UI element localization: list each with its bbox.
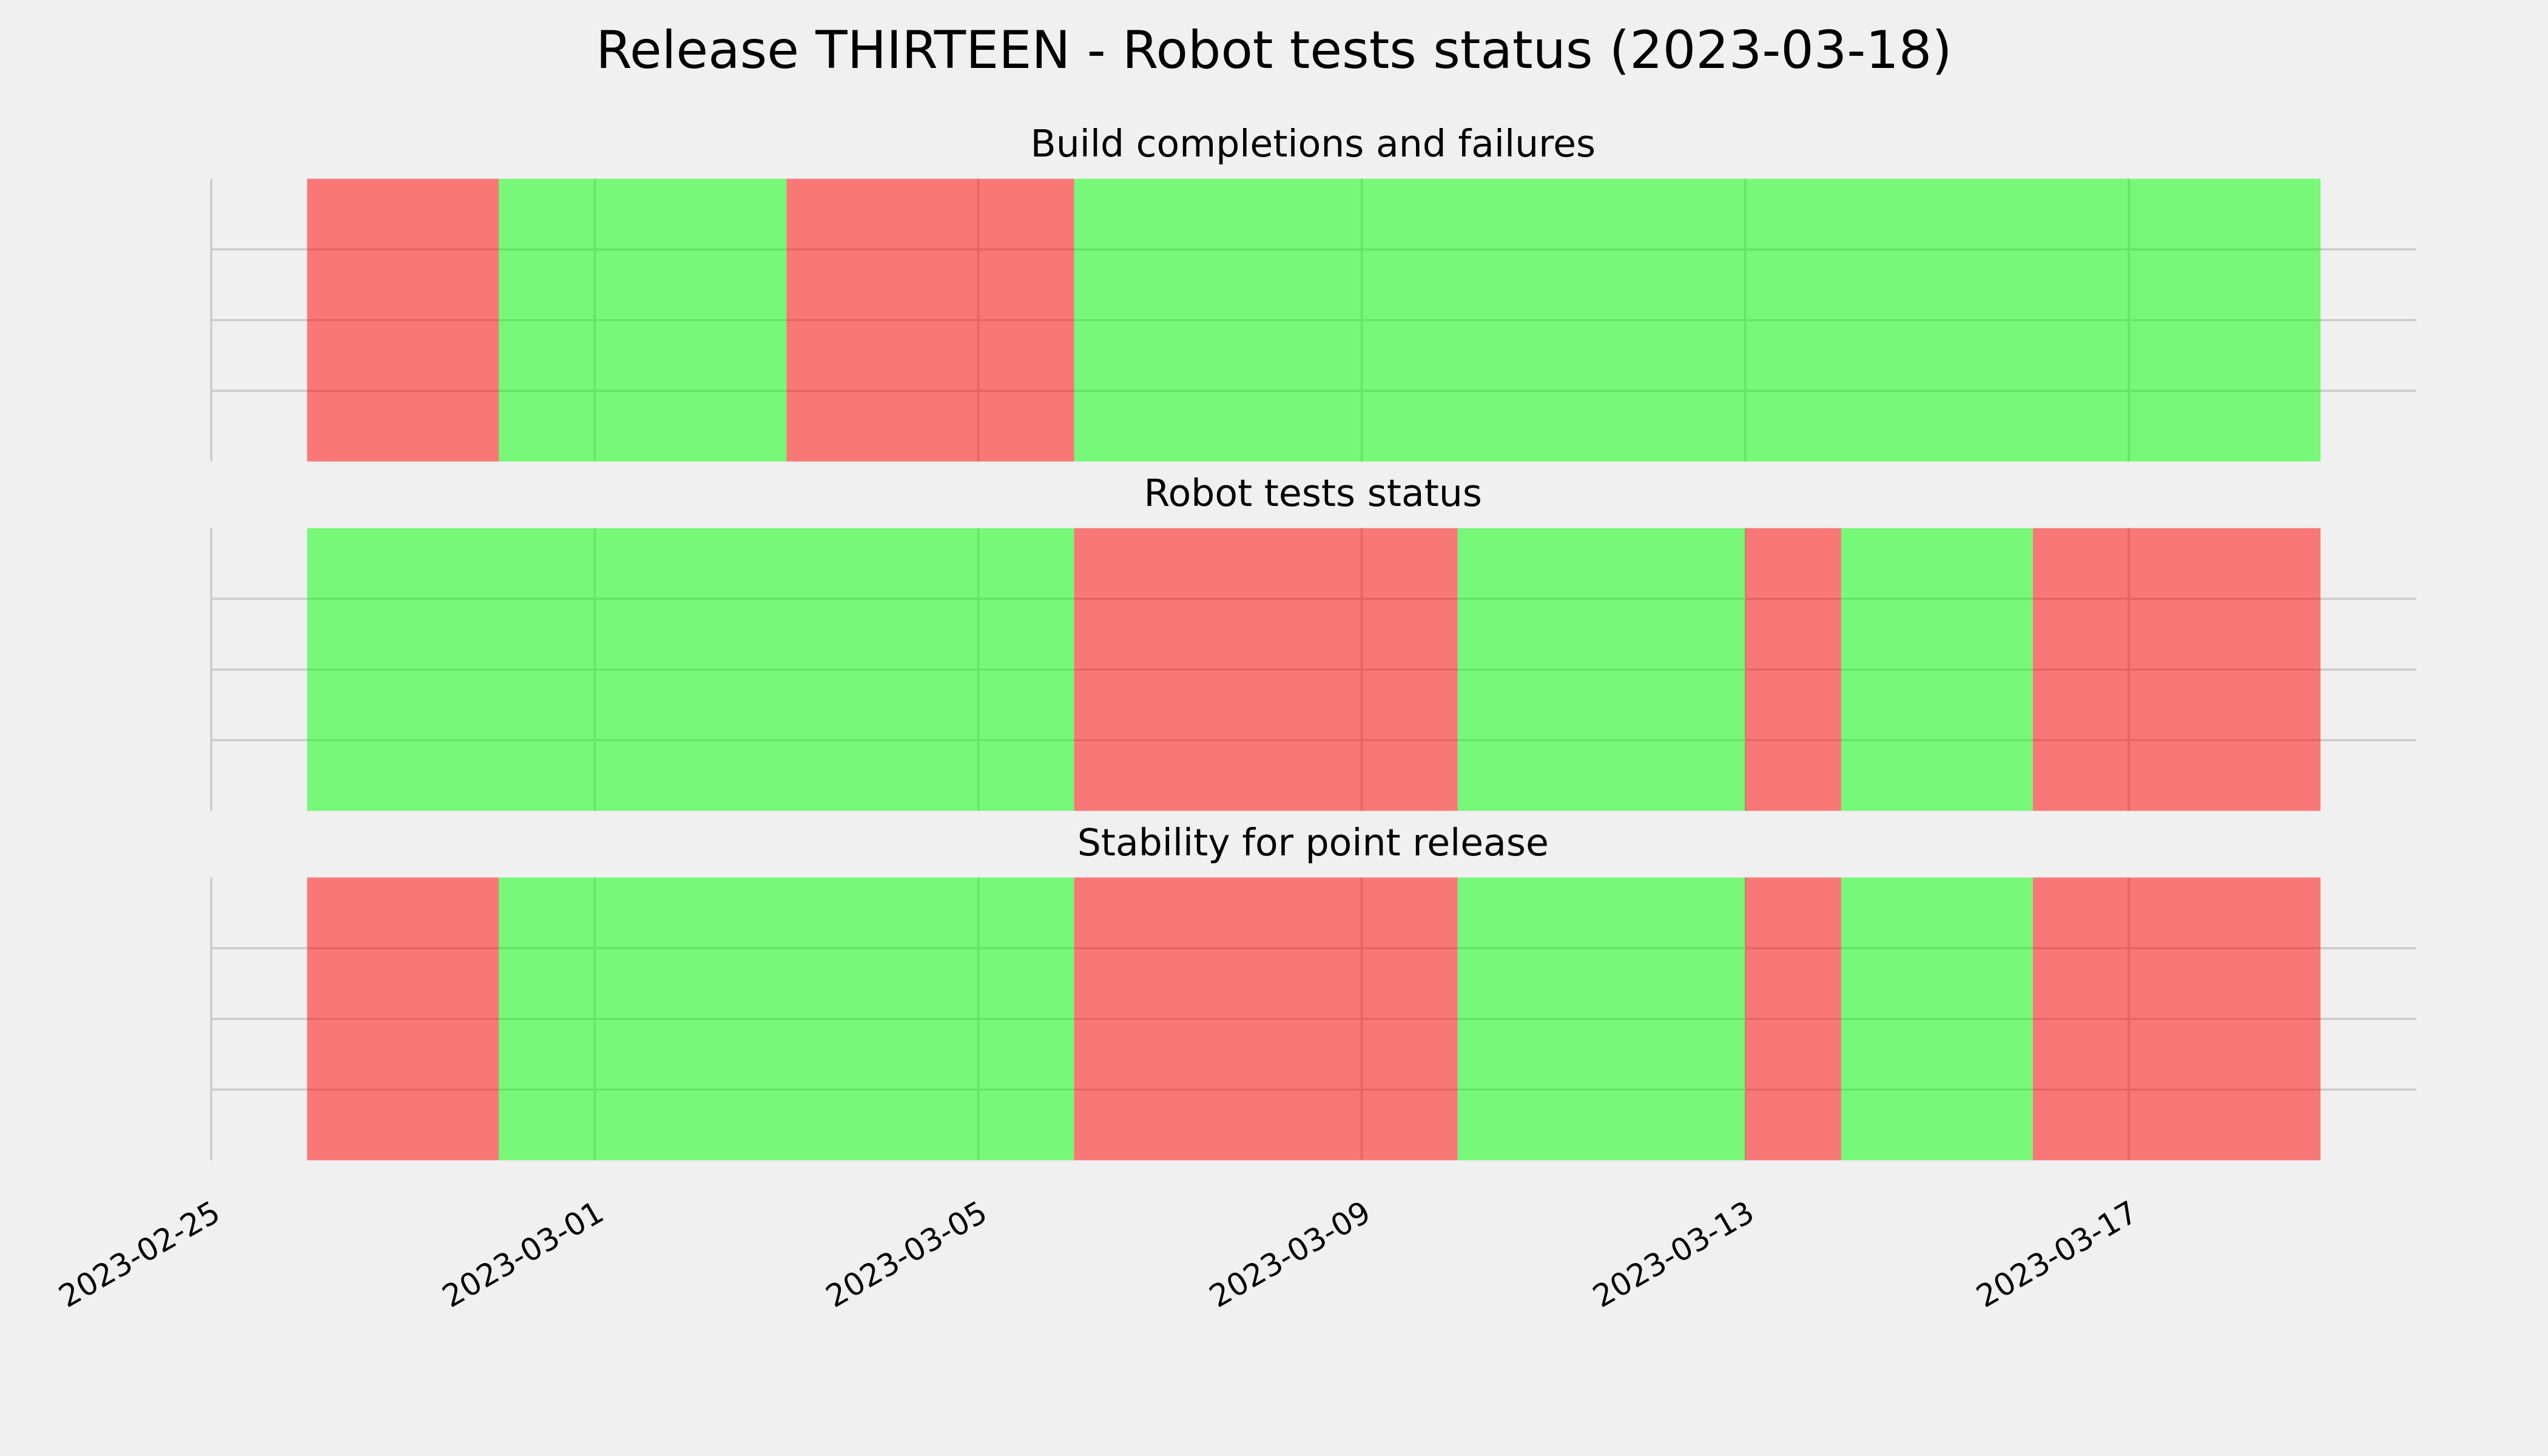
status-segment	[2032, 528, 2320, 811]
status-segment	[1745, 877, 1841, 1161]
panel-title: Robot tests status	[1144, 471, 1482, 515]
status-segment	[1841, 877, 2033, 1161]
panel-title: Build completions and failures	[1030, 122, 1596, 166]
status-segment	[307, 528, 1074, 811]
status-segment	[1074, 877, 1458, 1161]
status-segment	[786, 178, 1074, 462]
status-segment	[1457, 877, 1745, 1161]
status-segment	[499, 178, 787, 462]
status-segment	[1457, 528, 1745, 811]
status-segment	[1745, 528, 1841, 811]
status-segment	[1841, 528, 2033, 811]
status-segment	[307, 178, 499, 462]
status-segment	[307, 877, 499, 1161]
chart-title: Release THIRTEEN - Robot tests status (2…	[596, 20, 1952, 81]
status-segment	[1074, 178, 2321, 462]
status-segment	[1074, 528, 1458, 811]
status-segment	[2032, 877, 2320, 1161]
panel-title: Stability for point release	[1077, 821, 1549, 864]
status-segment	[499, 877, 1074, 1161]
